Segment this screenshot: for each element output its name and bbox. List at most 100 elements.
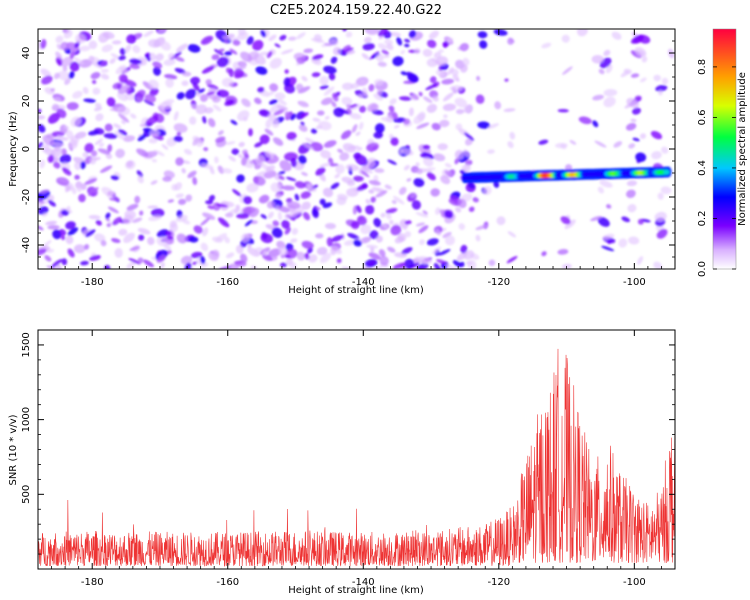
heatmap-cell bbox=[48, 199, 56, 207]
heatmap-cell bbox=[458, 223, 466, 231]
heatmap-cell bbox=[153, 149, 165, 157]
heatmap-cell bbox=[426, 58, 438, 68]
heatmap-cell bbox=[106, 97, 116, 107]
heatmap-cell bbox=[323, 140, 337, 148]
heatmap-cell bbox=[448, 198, 461, 207]
heatmap-cell bbox=[368, 260, 376, 267]
heatmap-cell bbox=[175, 157, 184, 166]
heatmap-cell bbox=[603, 49, 611, 57]
colorbar-label: Normalized spectral amplitude bbox=[737, 72, 748, 226]
heatmap-cell bbox=[423, 167, 436, 172]
heatmap-cell bbox=[84, 178, 98, 185]
heatmap-cell bbox=[355, 154, 368, 166]
heatmap-cell bbox=[272, 137, 284, 146]
heatmap-cell bbox=[358, 121, 364, 130]
heatmap-cell bbox=[300, 191, 312, 199]
heatmap-cell bbox=[74, 244, 86, 254]
heatmap-cell bbox=[46, 249, 55, 253]
heatmap-cell bbox=[602, 233, 615, 240]
heatmap-cell bbox=[319, 75, 329, 86]
heatmap-cell bbox=[162, 176, 172, 182]
heatmap-cell bbox=[137, 257, 144, 264]
heatmap-cell bbox=[296, 32, 306, 40]
heatmap-cell bbox=[365, 204, 375, 215]
heatmap-cell bbox=[435, 69, 445, 77]
heatmap-cell bbox=[349, 113, 362, 120]
heatmap-cell bbox=[232, 39, 241, 46]
heatmap-cell bbox=[278, 205, 290, 213]
heatmap-cell bbox=[59, 154, 72, 164]
heatmap-cell bbox=[278, 246, 288, 256]
heatmap-cell bbox=[185, 88, 197, 100]
heatmap-cell bbox=[335, 164, 345, 174]
heatmap-cell bbox=[373, 217, 382, 228]
heatmap-cell bbox=[262, 250, 268, 256]
heatmap-cell bbox=[41, 144, 50, 153]
heatmap-x-tick-label: -180 bbox=[81, 277, 104, 288]
heatmap-cell bbox=[38, 189, 50, 195]
heatmap-cell bbox=[93, 156, 101, 161]
heatmap-cell bbox=[438, 49, 444, 53]
heatmap-cell bbox=[459, 261, 465, 268]
heatmap-cell bbox=[178, 198, 187, 205]
heatmap-cell bbox=[165, 78, 174, 88]
heatmap-cell bbox=[62, 167, 72, 176]
heatmap-cell bbox=[320, 150, 331, 159]
heatmap-cell bbox=[342, 82, 354, 91]
heatmap-cell bbox=[459, 43, 469, 52]
heatmap-cell bbox=[654, 211, 667, 222]
heatmap-cell bbox=[224, 51, 233, 56]
heatmap-cell bbox=[415, 212, 429, 218]
heatmap-cell bbox=[168, 239, 175, 245]
heatmap-cell bbox=[317, 110, 325, 116]
heatmap-cell bbox=[73, 57, 84, 65]
heatmap-cell bbox=[345, 164, 360, 171]
heatmap-cell bbox=[136, 89, 146, 99]
heatmap-cell bbox=[148, 138, 158, 144]
heatmap-cell bbox=[487, 123, 499, 129]
heatmap-y-tick-label: 40 bbox=[21, 47, 32, 60]
heatmap-cell bbox=[360, 79, 366, 86]
heatmap-cell bbox=[591, 54, 604, 64]
heatmap-cell bbox=[356, 184, 368, 191]
heatmap-cell bbox=[115, 148, 125, 159]
heatmap-cell bbox=[389, 219, 394, 225]
heatmap-cell bbox=[476, 75, 481, 81]
snr-y-tick-label: 1000 bbox=[21, 407, 32, 432]
heatmap-cell bbox=[400, 147, 414, 156]
heatmap-cell bbox=[190, 76, 201, 85]
heatmap-cell bbox=[343, 240, 355, 246]
heatmap-cell bbox=[613, 141, 623, 148]
heatmap-cell bbox=[87, 130, 100, 136]
heatmap-cell bbox=[230, 119, 238, 125]
heatmap-cell bbox=[496, 216, 506, 226]
heatmap-cell bbox=[50, 147, 63, 159]
heatmap-cell bbox=[355, 205, 362, 214]
heatmap-cell bbox=[241, 156, 248, 166]
heatmap-cell bbox=[222, 33, 235, 40]
heatmap-cell bbox=[468, 206, 475, 212]
heatmap-cell bbox=[590, 216, 602, 222]
heatmap-cell bbox=[145, 116, 159, 126]
heatmap-cell bbox=[75, 33, 86, 44]
heatmap-y-tick-label: -20 bbox=[21, 189, 32, 205]
heatmap-cell bbox=[291, 211, 302, 220]
heatmap-cell bbox=[65, 235, 74, 245]
heatmap-cell bbox=[255, 66, 268, 75]
heatmap-cell bbox=[403, 165, 410, 171]
heatmap-cell bbox=[377, 61, 387, 67]
heatmap-cell bbox=[159, 101, 172, 110]
heatmap-cell bbox=[84, 143, 94, 153]
heatmap-cell bbox=[38, 142, 44, 149]
heatmap-cell bbox=[625, 123, 637, 131]
heatmap-cell bbox=[187, 44, 201, 53]
heatmap-cell bbox=[216, 92, 221, 96]
heatmap-y-tick-label: -40 bbox=[21, 237, 32, 253]
heatmap-cell bbox=[308, 254, 318, 263]
heatmap-cell bbox=[294, 193, 300, 201]
heatmap-cell bbox=[242, 149, 248, 155]
heatmap-cell bbox=[105, 153, 113, 160]
heatmap-cell bbox=[594, 140, 607, 148]
heatmap-cell bbox=[237, 110, 250, 121]
heatmap-cell bbox=[419, 256, 433, 264]
